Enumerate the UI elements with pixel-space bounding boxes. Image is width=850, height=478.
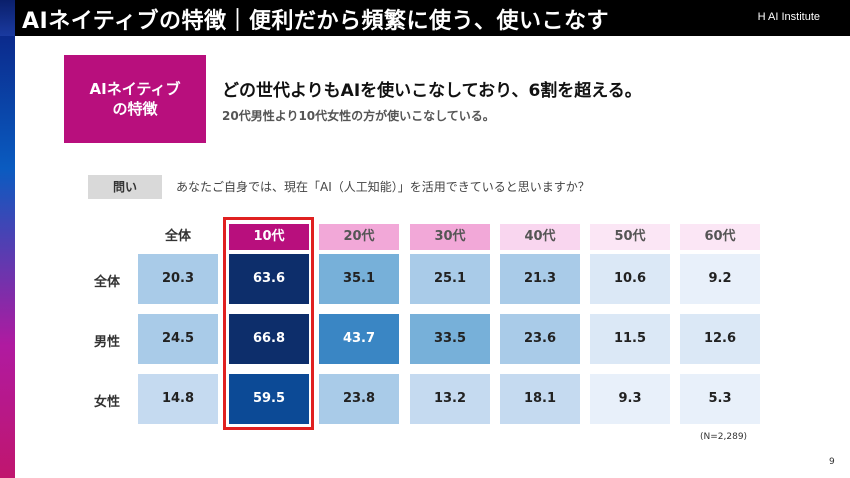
table-cell: 66.8 — [229, 314, 309, 364]
table-cell: 23.6 — [500, 314, 580, 364]
table-cell: 63.6 — [229, 254, 309, 304]
row-header: 女性 — [93, 395, 120, 410]
badge-line-2: の特徴 — [112, 100, 158, 118]
feature-badge: AIネイティブ の特徴 — [64, 55, 206, 143]
table-cell: 20.3 — [138, 254, 218, 304]
column-header: 50代 — [590, 224, 670, 250]
subheadline: 20代男性より10代女性の方が使いこなしている。 — [222, 109, 495, 123]
page-number: 9 — [829, 457, 835, 467]
headline: どの世代よりもAIを使いこなしており、6割を超える。 — [222, 81, 642, 101]
column-header: 10代 — [229, 224, 309, 250]
sample-size-note: (N=2,289) — [700, 432, 748, 442]
row-header: 男性 — [93, 335, 120, 350]
table-cell: 12.6 — [680, 314, 760, 364]
table-cell: 18.1 — [500, 374, 580, 424]
table-cell: 23.8 — [319, 374, 399, 424]
badge-line-1: AIネイティブ — [89, 80, 181, 98]
question-text: あなたご自身では、現在「AI（人工知能）」を活用できていると思いますか？ — [176, 180, 590, 194]
highlight-frame-10s — [223, 217, 314, 430]
page-title: AIネイティブの特徴｜便利だから頻繁に使う、使いこなす — [22, 9, 609, 34]
header-accent — [0, 0, 15, 36]
column-header: 20代 — [319, 224, 399, 250]
question-label: 問い — [88, 175, 162, 199]
table-cell: 13.2 — [410, 374, 490, 424]
table-cell: 5.3 — [680, 374, 760, 424]
table-cell: 59.5 — [229, 374, 309, 424]
table-cell: 14.8 — [138, 374, 218, 424]
table-cell: 11.5 — [590, 314, 670, 364]
column-header: 全体 — [138, 224, 218, 250]
left-gradient-strip — [0, 36, 15, 478]
table-cell: 10.6 — [590, 254, 670, 304]
table-cell: 33.5 — [410, 314, 490, 364]
table-cell: 24.5 — [138, 314, 218, 364]
table-cell: 9.3 — [590, 374, 670, 424]
header-bar: AIネイティブの特徴｜便利だから頻繁に使う、使いこなす H AI Institu… — [0, 0, 850, 36]
table-cell: 35.1 — [319, 254, 399, 304]
table-cell: 9.2 — [680, 254, 760, 304]
table-cell: 25.1 — [410, 254, 490, 304]
row-header: 全体 — [93, 275, 120, 290]
column-header: 30代 — [410, 224, 490, 250]
column-header: 40代 — [500, 224, 580, 250]
column-header: 60代 — [680, 224, 760, 250]
table-cell: 21.3 — [500, 254, 580, 304]
table-cell: 43.7 — [319, 314, 399, 364]
logo: H AI Institute — [757, 11, 820, 23]
